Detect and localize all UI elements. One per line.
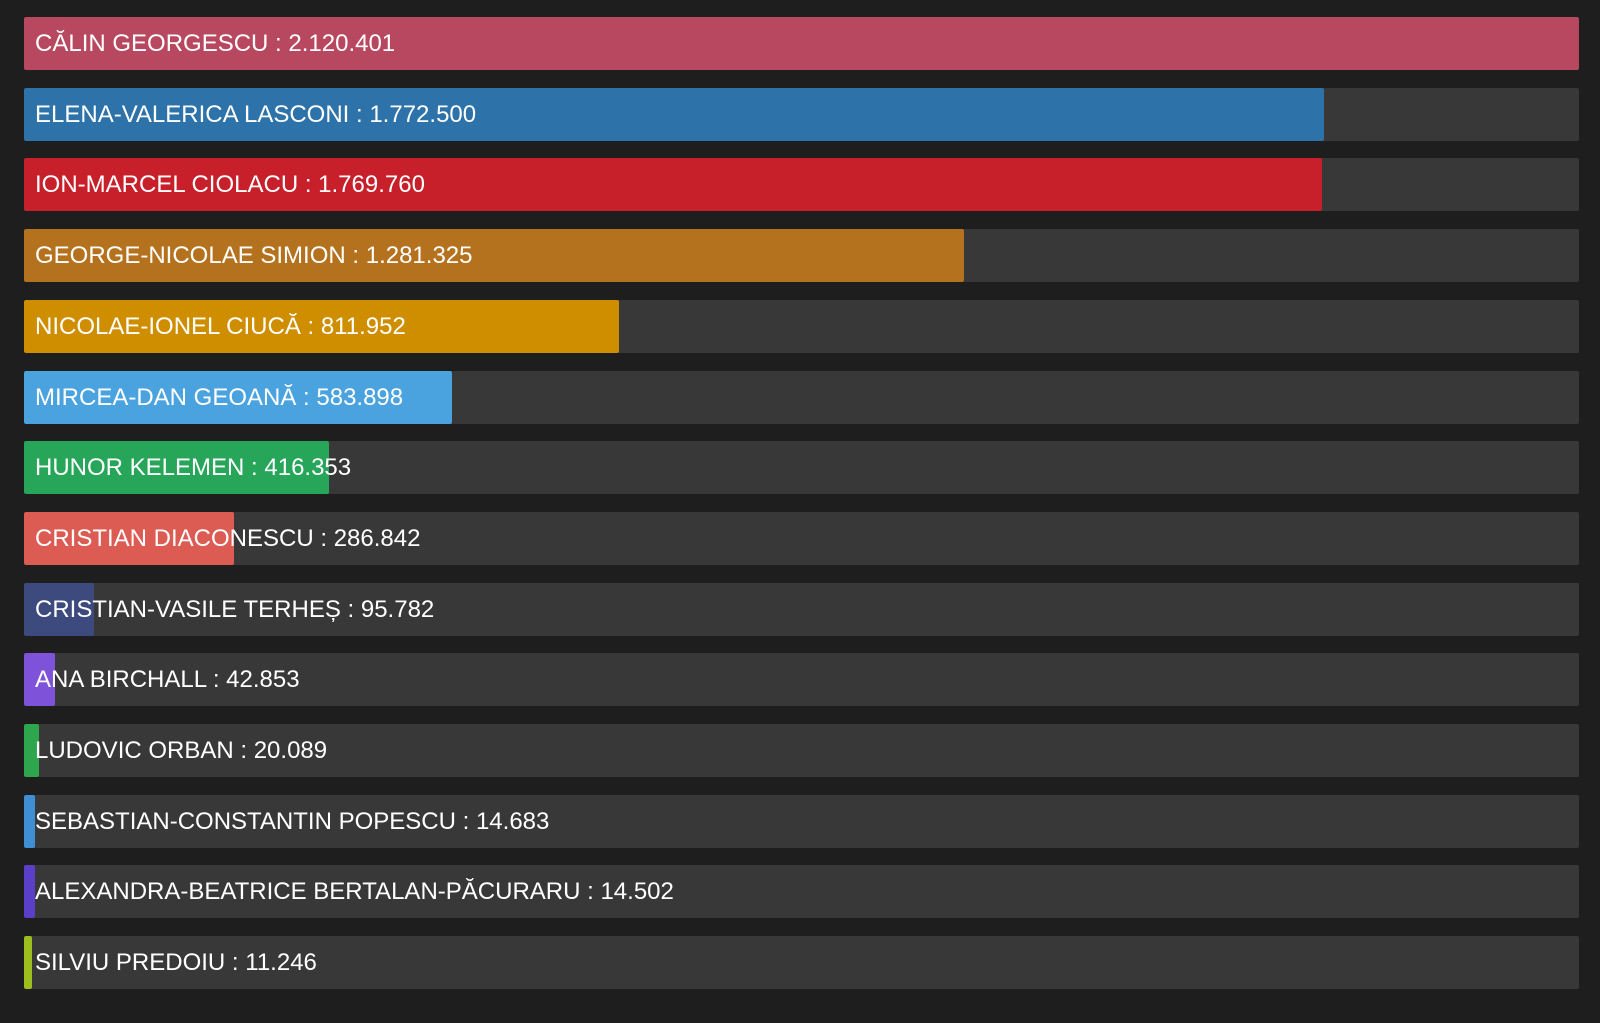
bar-track: CRISTIAN-VASILE TERHEȘ : 95.782 — [24, 583, 1579, 636]
bar — [24, 17, 1579, 70]
bar-track: ELENA-VALERICA LASCONI : 1.772.500 — [24, 88, 1579, 141]
bar-label: ELENA-VALERICA LASCONI : 1.772.500 — [35, 101, 477, 128]
bar — [24, 583, 95, 636]
bar-label: CRISTIAN DIACONESCU : 286.842 — [35, 525, 421, 552]
bar-label: CRISTIAN-VASILE TERHEȘ : 95.782 — [35, 596, 435, 623]
bar — [24, 229, 964, 282]
bar-label: ION-MARCEL CIOLACU : 1.769.760 — [35, 171, 425, 198]
bar — [24, 865, 35, 918]
bar-label: HUNOR KELEMEN : 416.353 — [35, 454, 352, 481]
bar-label: NICOLAE-IONEL CIUCĂ : 811.952 — [35, 313, 406, 340]
bar-track: NICOLAE-IONEL CIUCĂ : 811.952 — [24, 300, 1579, 353]
bar-track: CĂLIN GEORGESCU : 2.120.401 — [24, 17, 1579, 70]
bar-track: SEBASTIAN-CONSTANTIN POPESCU : 14.683 — [24, 795, 1579, 848]
bar-label: GEORGE-NICOLAE SIMION : 1.281.325 — [35, 242, 473, 269]
bar — [24, 158, 1322, 211]
bar-label: SEBASTIAN-CONSTANTIN POPESCU : 14.683 — [35, 808, 550, 835]
bar-track: ION-MARCEL CIOLACU : 1.769.760 — [24, 158, 1579, 211]
bar — [24, 300, 620, 353]
bar-track: MIRCEA-DAN GEOANĂ : 583.898 — [24, 371, 1579, 424]
bar — [24, 512, 235, 565]
bar-track: LUDOVIC ORBAN : 20.089 — [24, 724, 1579, 777]
bar-label: MIRCEA-DAN GEOANĂ : 583.898 — [35, 384, 404, 411]
bar-label: LUDOVIC ORBAN : 20.089 — [35, 737, 328, 764]
bar-track: CRISTIAN DIACONESCU : 286.842 — [24, 512, 1579, 565]
bar-track: GEORGE-NICOLAE SIMION : 1.281.325 — [24, 229, 1579, 282]
bar — [24, 441, 330, 494]
bar — [24, 371, 453, 424]
bar — [24, 795, 35, 848]
bar — [24, 88, 1324, 141]
bar — [24, 653, 56, 706]
bar-track: HUNOR KELEMEN : 416.353 — [24, 441, 1579, 494]
bar-label: SILVIU PREDOIU : 11.246 — [35, 949, 317, 976]
bar-label: ALEXANDRA-BEATRICE BERTALAN-PĂCURARU : 1… — [35, 878, 674, 905]
bar-label: ANA BIRCHALL : 42.853 — [35, 666, 300, 693]
bar — [24, 936, 33, 989]
bar-label: CĂLIN GEORGESCU : 2.120.401 — [35, 30, 396, 57]
bar-track: ALEXANDRA-BEATRICE BERTALAN-PĂCURARU : 1… — [24, 865, 1579, 918]
bar — [24, 724, 39, 777]
bar-track: ANA BIRCHALL : 42.853 — [24, 653, 1579, 706]
bar-track: SILVIU PREDOIU : 11.246 — [24, 936, 1579, 989]
